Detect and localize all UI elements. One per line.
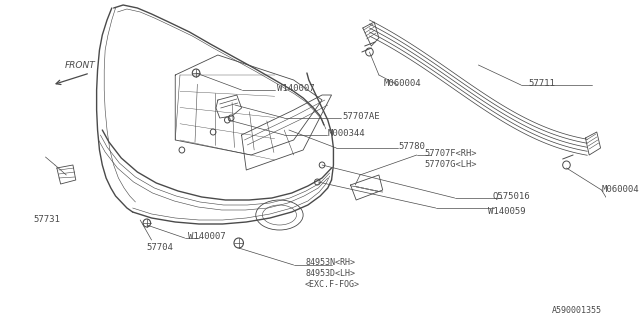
Text: W140059: W140059 bbox=[488, 207, 525, 216]
Text: 57707F<RH>
57707G<LH>: 57707F<RH> 57707G<LH> bbox=[424, 149, 477, 169]
Text: 57731: 57731 bbox=[33, 215, 60, 224]
Text: FRONT: FRONT bbox=[65, 61, 95, 70]
Text: Q575016: Q575016 bbox=[493, 192, 530, 201]
Text: 84953N<RH>
84953D<LH>
<EXC.F-FOG>: 84953N<RH> 84953D<LH> <EXC.F-FOG> bbox=[305, 258, 360, 289]
Text: W140007: W140007 bbox=[276, 84, 314, 93]
Text: M000344: M000344 bbox=[328, 129, 365, 138]
Text: 57711: 57711 bbox=[529, 79, 556, 88]
Text: A590001355: A590001355 bbox=[552, 306, 602, 315]
Text: 57704: 57704 bbox=[147, 243, 173, 252]
Text: 57780: 57780 bbox=[399, 142, 426, 151]
Text: W140007: W140007 bbox=[188, 232, 225, 241]
Text: M060004: M060004 bbox=[383, 79, 421, 88]
Text: M060004: M060004 bbox=[602, 185, 639, 194]
Text: 57707AE: 57707AE bbox=[342, 112, 380, 121]
